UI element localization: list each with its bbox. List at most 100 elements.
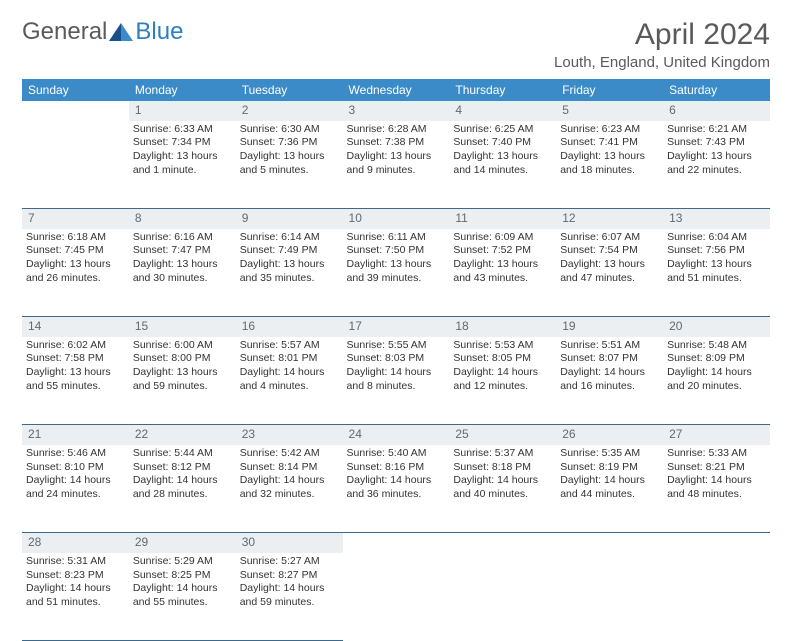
daylight-text: Daylight: 14 hours <box>26 582 125 596</box>
daylight-text: and 5 minutes. <box>240 164 339 178</box>
header-thursday: Thursday <box>449 79 556 101</box>
daylight-text: Daylight: 13 hours <box>453 258 552 272</box>
daylight-text: Daylight: 13 hours <box>133 150 232 164</box>
daylight-text: Daylight: 13 hours <box>133 258 232 272</box>
daylight-text: and 59 minutes. <box>240 596 339 610</box>
sunrise-text: Sunrise: 5:48 AM <box>667 339 766 353</box>
day-cell: Sunrise: 5:48 AMSunset: 8:09 PMDaylight:… <box>663 337 770 425</box>
sunrise-text: Sunrise: 6:23 AM <box>560 123 659 137</box>
day-cell: Sunrise: 5:42 AMSunset: 8:14 PMDaylight:… <box>236 445 343 533</box>
day-cell: Sunrise: 5:53 AMSunset: 8:05 PMDaylight:… <box>449 337 556 425</box>
sunset-text: Sunset: 8:16 PM <box>347 461 446 475</box>
daylight-text: and 36 minutes. <box>347 488 446 502</box>
header: General Blue April 2024 Louth, England, … <box>22 18 770 71</box>
daylight-text: and 26 minutes. <box>26 272 125 286</box>
sunrise-text: Sunrise: 6:11 AM <box>347 231 446 245</box>
daylight-text: Daylight: 14 hours <box>453 474 552 488</box>
day-cell: Sunrise: 6:07 AMSunset: 7:54 PMDaylight:… <box>556 229 663 317</box>
content-row: Sunrise: 6:02 AMSunset: 7:58 PMDaylight:… <box>22 337 770 425</box>
day-cell: Sunrise: 6:21 AMSunset: 7:43 PMDaylight:… <box>663 121 770 209</box>
sunset-text: Sunset: 8:23 PM <box>26 569 125 583</box>
sunrise-text: Sunrise: 5:27 AM <box>240 555 339 569</box>
daylight-text: Daylight: 13 hours <box>453 150 552 164</box>
day-number: 15 <box>129 317 236 337</box>
logo-triangle-icon <box>109 23 133 41</box>
sunrise-text: Sunrise: 6:04 AM <box>667 231 766 245</box>
day-number: 25 <box>449 425 556 445</box>
day-cell: Sunrise: 6:33 AMSunset: 7:34 PMDaylight:… <box>129 121 236 209</box>
sunrise-text: Sunrise: 6:25 AM <box>453 123 552 137</box>
sunrise-text: Sunrise: 6:07 AM <box>560 231 659 245</box>
daylight-text: Daylight: 13 hours <box>667 258 766 272</box>
day-number: 24 <box>343 425 450 445</box>
day-cell: Sunrise: 5:31 AMSunset: 8:23 PMDaylight:… <box>22 553 129 641</box>
daylight-text: Daylight: 13 hours <box>667 150 766 164</box>
sunset-text: Sunset: 8:05 PM <box>453 352 552 366</box>
daylight-text: Daylight: 14 hours <box>667 474 766 488</box>
sunset-text: Sunset: 7:54 PM <box>560 244 659 258</box>
day-number: 4 <box>449 101 556 121</box>
day-cell: Sunrise: 6:09 AMSunset: 7:52 PMDaylight:… <box>449 229 556 317</box>
sunset-text: Sunset: 7:49 PM <box>240 244 339 258</box>
day-number: 10 <box>343 209 450 229</box>
day-number: 16 <box>236 317 343 337</box>
daylight-text: and 44 minutes. <box>560 488 659 502</box>
day-cell: Sunrise: 5:27 AMSunset: 8:27 PMDaylight:… <box>236 553 343 641</box>
daylight-text: and 18 minutes. <box>560 164 659 178</box>
sunrise-text: Sunrise: 5:51 AM <box>560 339 659 353</box>
day-number: 6 <box>663 101 770 121</box>
day-cell <box>343 553 450 641</box>
daylight-text: Daylight: 14 hours <box>667 366 766 380</box>
daylight-text: and 14 minutes. <box>453 164 552 178</box>
daylight-text: and 48 minutes. <box>667 488 766 502</box>
day-cell: Sunrise: 5:29 AMSunset: 8:25 PMDaylight:… <box>129 553 236 641</box>
content-row: Sunrise: 6:33 AMSunset: 7:34 PMDaylight:… <box>22 121 770 209</box>
sunrise-text: Sunrise: 5:55 AM <box>347 339 446 353</box>
day-cell: Sunrise: 6:30 AMSunset: 7:36 PMDaylight:… <box>236 121 343 209</box>
sunset-text: Sunset: 8:18 PM <box>453 461 552 475</box>
day-cell: Sunrise: 6:23 AMSunset: 7:41 PMDaylight:… <box>556 121 663 209</box>
daylight-text: and 39 minutes. <box>347 272 446 286</box>
header-tuesday: Tuesday <box>236 79 343 101</box>
day-cell: Sunrise: 6:04 AMSunset: 7:56 PMDaylight:… <box>663 229 770 317</box>
sunset-text: Sunset: 8:03 PM <box>347 352 446 366</box>
day-number: 18 <box>449 317 556 337</box>
sunrise-text: Sunrise: 5:46 AM <box>26 447 125 461</box>
daylight-text: and 24 minutes. <box>26 488 125 502</box>
day-cell: Sunrise: 6:16 AMSunset: 7:47 PMDaylight:… <box>129 229 236 317</box>
header-friday: Friday <box>556 79 663 101</box>
sunset-text: Sunset: 8:00 PM <box>133 352 232 366</box>
sunset-text: Sunset: 7:43 PM <box>667 136 766 150</box>
sunrise-text: Sunrise: 6:21 AM <box>667 123 766 137</box>
sunset-text: Sunset: 7:36 PM <box>240 136 339 150</box>
sunrise-text: Sunrise: 5:53 AM <box>453 339 552 353</box>
daylight-text: Daylight: 14 hours <box>240 582 339 596</box>
day-number <box>556 533 663 553</box>
sunset-text: Sunset: 8:27 PM <box>240 569 339 583</box>
day-cell <box>22 121 129 209</box>
day-number: 22 <box>129 425 236 445</box>
day-number: 20 <box>663 317 770 337</box>
sunrise-text: Sunrise: 5:35 AM <box>560 447 659 461</box>
daynum-row: 123456 <box>22 101 770 121</box>
day-number: 3 <box>343 101 450 121</box>
day-number: 30 <box>236 533 343 553</box>
sunrise-text: Sunrise: 6:30 AM <box>240 123 339 137</box>
day-cell: Sunrise: 5:51 AMSunset: 8:07 PMDaylight:… <box>556 337 663 425</box>
sunrise-text: Sunrise: 5:31 AM <box>26 555 125 569</box>
sunset-text: Sunset: 7:58 PM <box>26 352 125 366</box>
daylight-text: and 16 minutes. <box>560 380 659 394</box>
daylight-text: Daylight: 14 hours <box>347 366 446 380</box>
sunset-text: Sunset: 8:09 PM <box>667 352 766 366</box>
sunset-text: Sunset: 7:38 PM <box>347 136 446 150</box>
content-row: Sunrise: 5:46 AMSunset: 8:10 PMDaylight:… <box>22 445 770 533</box>
daylight-text: and 4 minutes. <box>240 380 339 394</box>
sunset-text: Sunset: 7:34 PM <box>133 136 232 150</box>
day-cell: Sunrise: 6:14 AMSunset: 7:49 PMDaylight:… <box>236 229 343 317</box>
day-number: 14 <box>22 317 129 337</box>
daylight-text: Daylight: 14 hours <box>133 474 232 488</box>
calendar-table: Sunday Monday Tuesday Wednesday Thursday… <box>22 79 770 641</box>
daylight-text: Daylight: 14 hours <box>560 366 659 380</box>
sunrise-text: Sunrise: 5:37 AM <box>453 447 552 461</box>
day-cell: Sunrise: 5:44 AMSunset: 8:12 PMDaylight:… <box>129 445 236 533</box>
